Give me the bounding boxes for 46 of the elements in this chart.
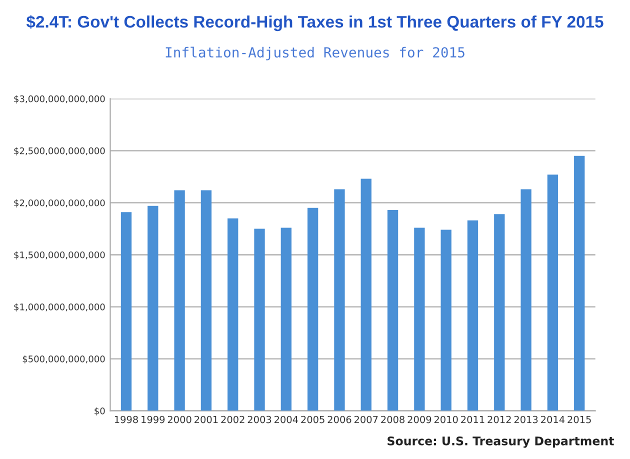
x-tick-label: 2013 — [514, 416, 538, 424]
bar — [254, 228, 265, 411]
x-tick-label: 1998 — [114, 416, 138, 424]
chart-subtitle: Inflation-Adjusted Revenues for 2015 — [166, 46, 464, 60]
bar — [334, 189, 345, 411]
bar — [307, 208, 318, 411]
x-tick-label: 2008 — [381, 416, 404, 424]
bar — [574, 156, 585, 411]
x-tick-label: 2011 — [461, 416, 484, 424]
x-tick-label: 1999 — [142, 416, 165, 424]
x-tick-label: 2000 — [168, 416, 192, 424]
x-tick-label: 2014 — [541, 416, 565, 424]
y-tick-label: $0 — [94, 407, 105, 416]
bar — [414, 228, 425, 411]
x-tick-label: 2015 — [568, 416, 591, 424]
bar — [228, 218, 238, 411]
x-tick-label: 2004 — [274, 416, 298, 424]
y-tick-label: $3,000,000,000,000 — [14, 95, 105, 104]
chart-title: $2.4T: Gov't Collects Record-High Taxes in 1st Three Quarters of FY 2015 — [26, 15, 604, 32]
bar — [200, 190, 212, 411]
bar — [174, 190, 185, 411]
source-note: Source: U.S. Treasury Department — [388, 436, 614, 448]
y-tick-label: $1,500,000,000,000 — [14, 251, 105, 260]
x-tick-label: 2006 — [328, 416, 352, 424]
y-tick-label: $2,500,000,000,000 — [14, 147, 105, 156]
bar — [547, 174, 558, 411]
bar — [120, 212, 132, 411]
x-tick-label: 2012 — [488, 416, 511, 424]
y-tick-label: $500,000,000,000 — [22, 355, 105, 364]
y-tick-label: $2,000,000,000,000 — [14, 199, 105, 208]
bar — [360, 178, 372, 411]
bar — [387, 210, 398, 411]
bar — [467, 220, 478, 411]
x-tick-label: 2010 — [434, 416, 458, 424]
bar — [520, 189, 532, 411]
x-tick-label: 2003 — [248, 416, 272, 424]
x-tick-label: 2001 — [194, 416, 218, 424]
bar — [440, 230, 452, 411]
bar — [148, 206, 158, 411]
y-tick-label: $1,000,000,000,000 — [14, 303, 105, 312]
x-tick-label: 2009 — [408, 416, 432, 424]
bar — [494, 214, 505, 411]
x-tick-label: 2007 — [354, 416, 378, 424]
x-tick-label: 2005 — [301, 416, 324, 424]
bar — [280, 228, 292, 411]
x-tick-label: 2002 — [221, 416, 244, 424]
